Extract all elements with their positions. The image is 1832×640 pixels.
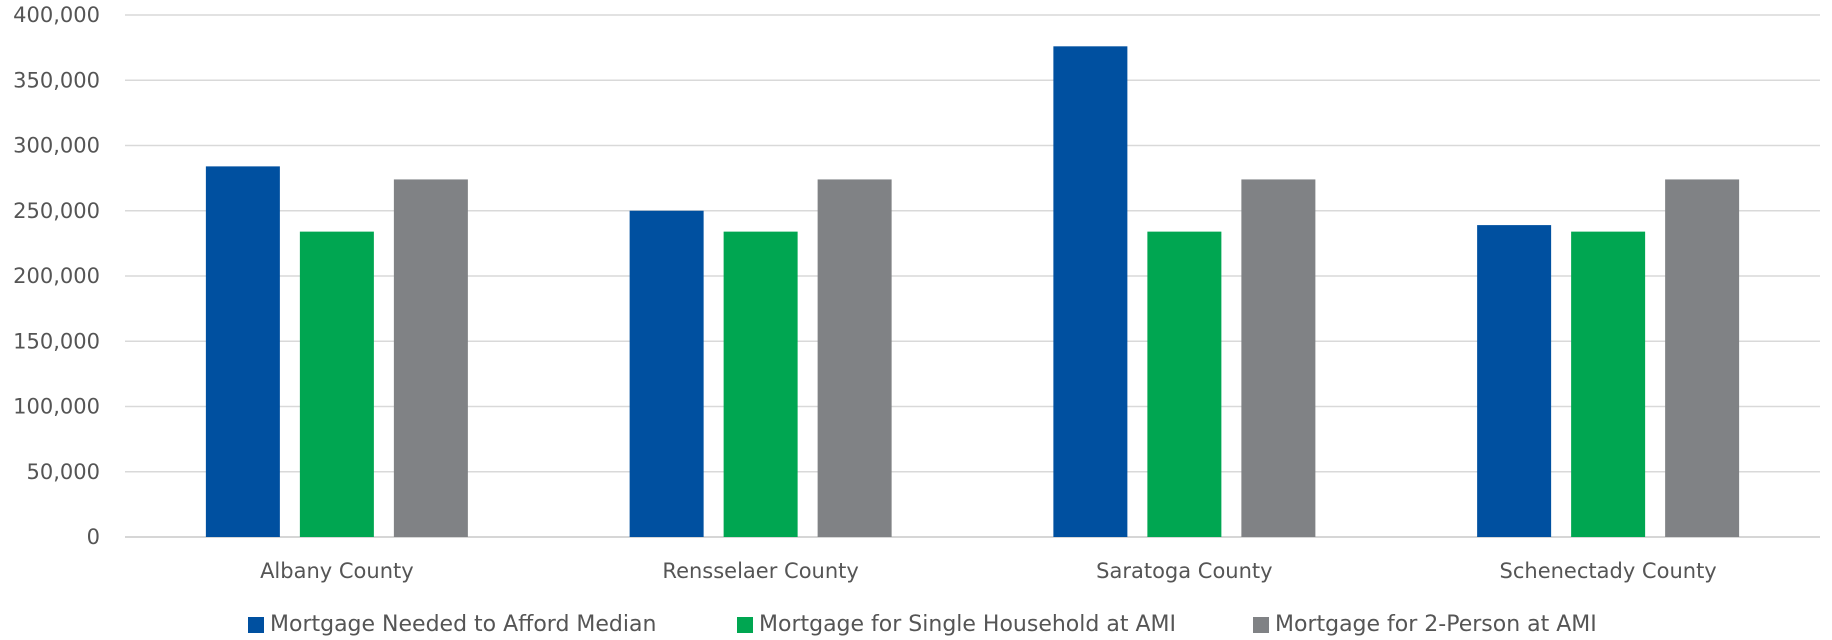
bar [1147,231,1222,537]
legend-label: Mortgage for 2-Person at AMI [1275,612,1597,637]
legend-item: Mortgage Needed to Afford Median [248,612,656,637]
bar [1665,179,1740,537]
legend-item: Mortgage for Single Household at AMI [737,612,1176,637]
legend-swatch [1253,616,1269,633]
y-tick-label: 0 [87,525,100,549]
bar [393,179,468,537]
bar [1053,46,1128,537]
bar-chart: 0 50,000 100,000 150,000 200,000 250,000 300,0… [13,3,1820,583]
y-tick-label: 400,000 [13,3,100,27]
y-tick-label: 200,000 [13,264,100,288]
y-axis: 0 50,000 100,000 150,000 200,000 250,000 300,0… [13,3,100,549]
legend: Mortgage Needed to Afford Median Mortgage… [0,612,1832,640]
bar [723,231,798,537]
legend-item: Mortgage for 2-Person at AMI [1253,612,1597,637]
x-axis: Albany County Rensselaer County Saratoga C… [260,559,1717,583]
bar [1571,231,1646,537]
y-tick-label: 350,000 [13,68,100,92]
y-tick-label: 50,000 [27,460,100,484]
legend-swatch [248,616,264,633]
bar [1477,225,1552,538]
gridlines [125,14,1820,538]
y-tick-label: 250,000 [13,199,100,223]
x-tick-label: Rensselaer County [662,559,858,583]
bar [629,210,704,537]
legend-label: Mortgage for Single Household at AMI [759,612,1176,637]
bar [1241,179,1316,537]
x-tick-label: Saratoga County [1096,559,1272,583]
bar [299,231,374,537]
bars [205,46,1740,538]
bar [817,179,892,537]
bar [205,166,280,537]
x-tick-label: Albany County [260,559,414,583]
y-tick-label: 100,000 [13,395,100,419]
x-tick-label: Schenectady County [1500,559,1717,583]
legend-swatch [737,616,753,633]
y-tick-label: 150,000 [13,329,100,353]
legend-label: Mortgage Needed to Afford Median [270,612,657,637]
y-tick-label: 300,000 [13,134,100,158]
